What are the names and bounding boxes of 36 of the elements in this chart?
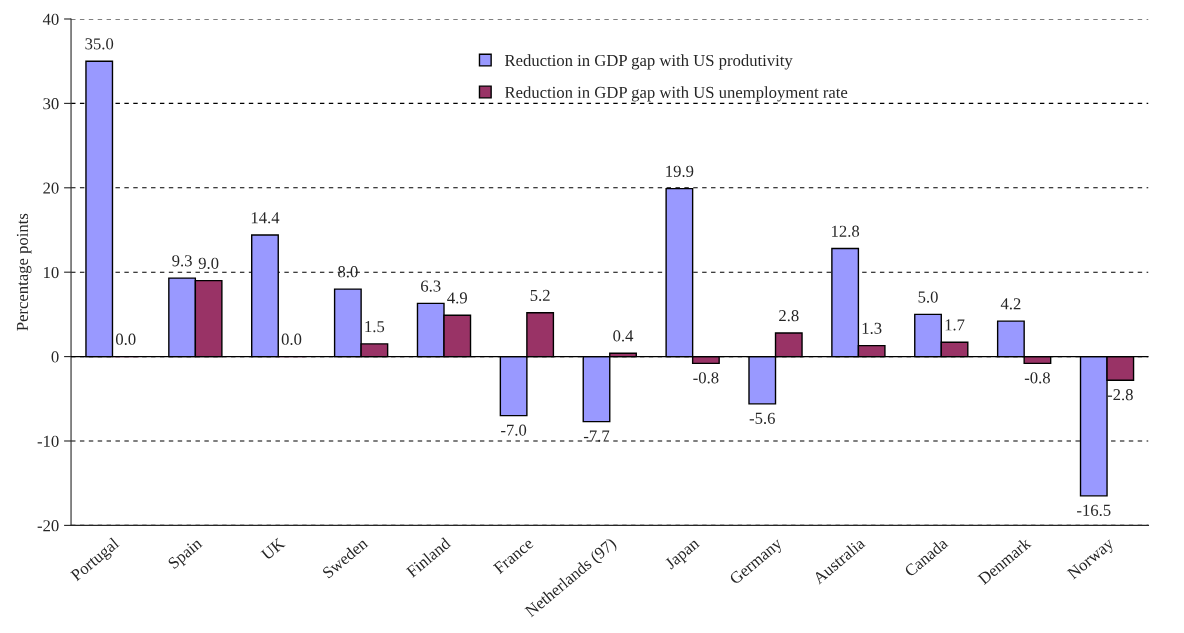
- data-label: 12.8: [832, 225, 860, 237]
- data-label: 0.0: [115, 333, 136, 345]
- legend-label: Reduction in GDP gap with US produtivity: [504, 54, 793, 70]
- y-tick-label: 30: [43, 98, 59, 110]
- x-tick-label: UK: [260, 537, 286, 561]
- data-label: -5.6: [749, 412, 775, 424]
- data-label: 0.4: [613, 330, 634, 342]
- data-label: 4.2: [1000, 298, 1021, 310]
- data-label: 5.2: [530, 289, 550, 302]
- data-label: -16.5: [1077, 504, 1111, 516]
- y-tick-label: -20: [37, 520, 59, 532]
- data-label: -7.7: [583, 430, 610, 442]
- data-label: 5.0: [918, 291, 938, 303]
- data-label: 19.9: [666, 165, 694, 177]
- data-label: 9.3: [172, 255, 192, 267]
- y-tick-label: -10: [37, 435, 59, 447]
- data-label: 35.0: [85, 38, 114, 50]
- y-tick-label: 40: [42, 13, 59, 25]
- legend-label: Reduction in GDP gap with US unemployment rate: [504, 86, 848, 102]
- y-tick-label: 10: [44, 266, 59, 279]
- data-label: 6.3: [421, 280, 441, 292]
- data-label: 4.9: [447, 292, 467, 304]
- data-label: 1.5: [365, 321, 385, 333]
- y-tick-label: 20: [43, 182, 59, 194]
- data-label: 14.4: [251, 212, 280, 224]
- data-label: -0.8: [1024, 372, 1050, 384]
- data-label: 1.3: [862, 322, 882, 334]
- data-label: -0.8: [693, 372, 719, 384]
- data-label: -7.0: [501, 424, 527, 436]
- y-axis-title: Percentage points: [16, 213, 32, 331]
- data-label: 0.0: [281, 333, 302, 345]
- data-label: 2.8: [779, 309, 799, 322]
- data-label: 1.7: [945, 319, 965, 331]
- data-label: 9.0: [198, 257, 219, 269]
- data-label: 8.0: [338, 266, 358, 278]
- y-tick-label: 0: [51, 351, 59, 363]
